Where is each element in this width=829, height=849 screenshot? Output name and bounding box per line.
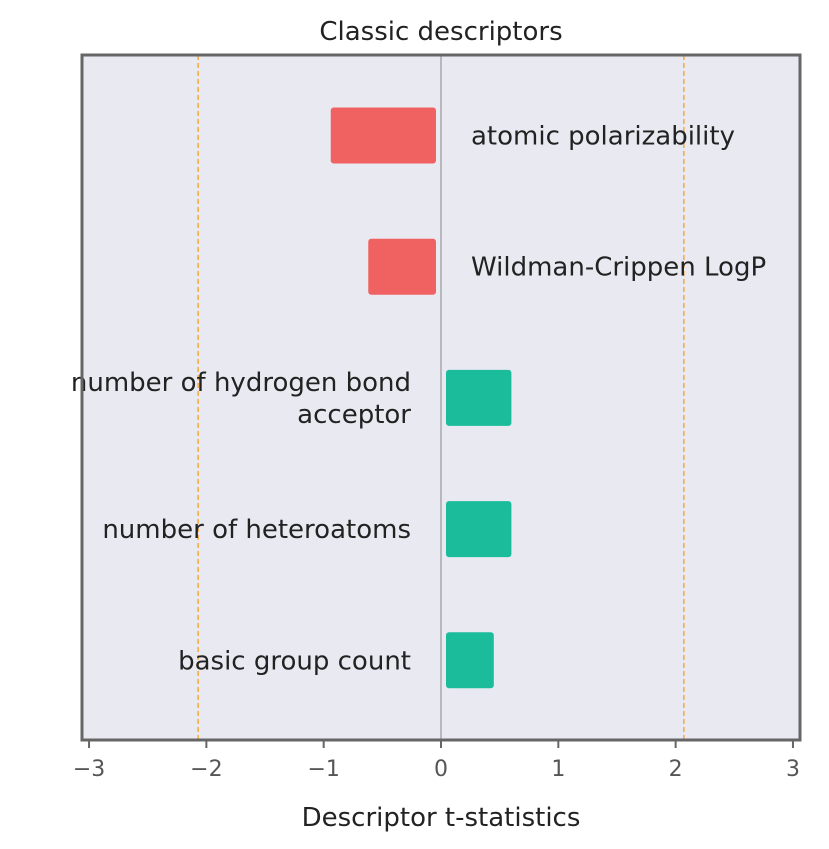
x-axis-label: Descriptor t-statistics: [302, 803, 581, 833]
bar: [446, 501, 512, 558]
x-tick-label: 1: [551, 757, 565, 782]
x-tick-label: 0: [434, 757, 448, 782]
bar: [446, 632, 494, 689]
x-tick-label: −3: [73, 757, 105, 782]
chart-title: Classic descriptors: [319, 17, 562, 47]
bar: [368, 238, 436, 295]
x-tick-label: −1: [307, 757, 339, 782]
bar-label: basic group count: [178, 646, 411, 676]
x-tick-label: −2: [190, 757, 222, 782]
bar-label: number of hydrogen bond acceptor: [71, 368, 411, 430]
bar: [330, 107, 436, 164]
bar-label: atomic polarizability: [471, 122, 735, 152]
x-tick-label: 2: [669, 757, 683, 782]
bar-label: number of heteroatoms: [102, 515, 411, 545]
bar: [446, 369, 512, 426]
x-tick-label: 3: [786, 757, 800, 782]
bar-label: Wildman-Crippen LogP: [471, 253, 766, 283]
